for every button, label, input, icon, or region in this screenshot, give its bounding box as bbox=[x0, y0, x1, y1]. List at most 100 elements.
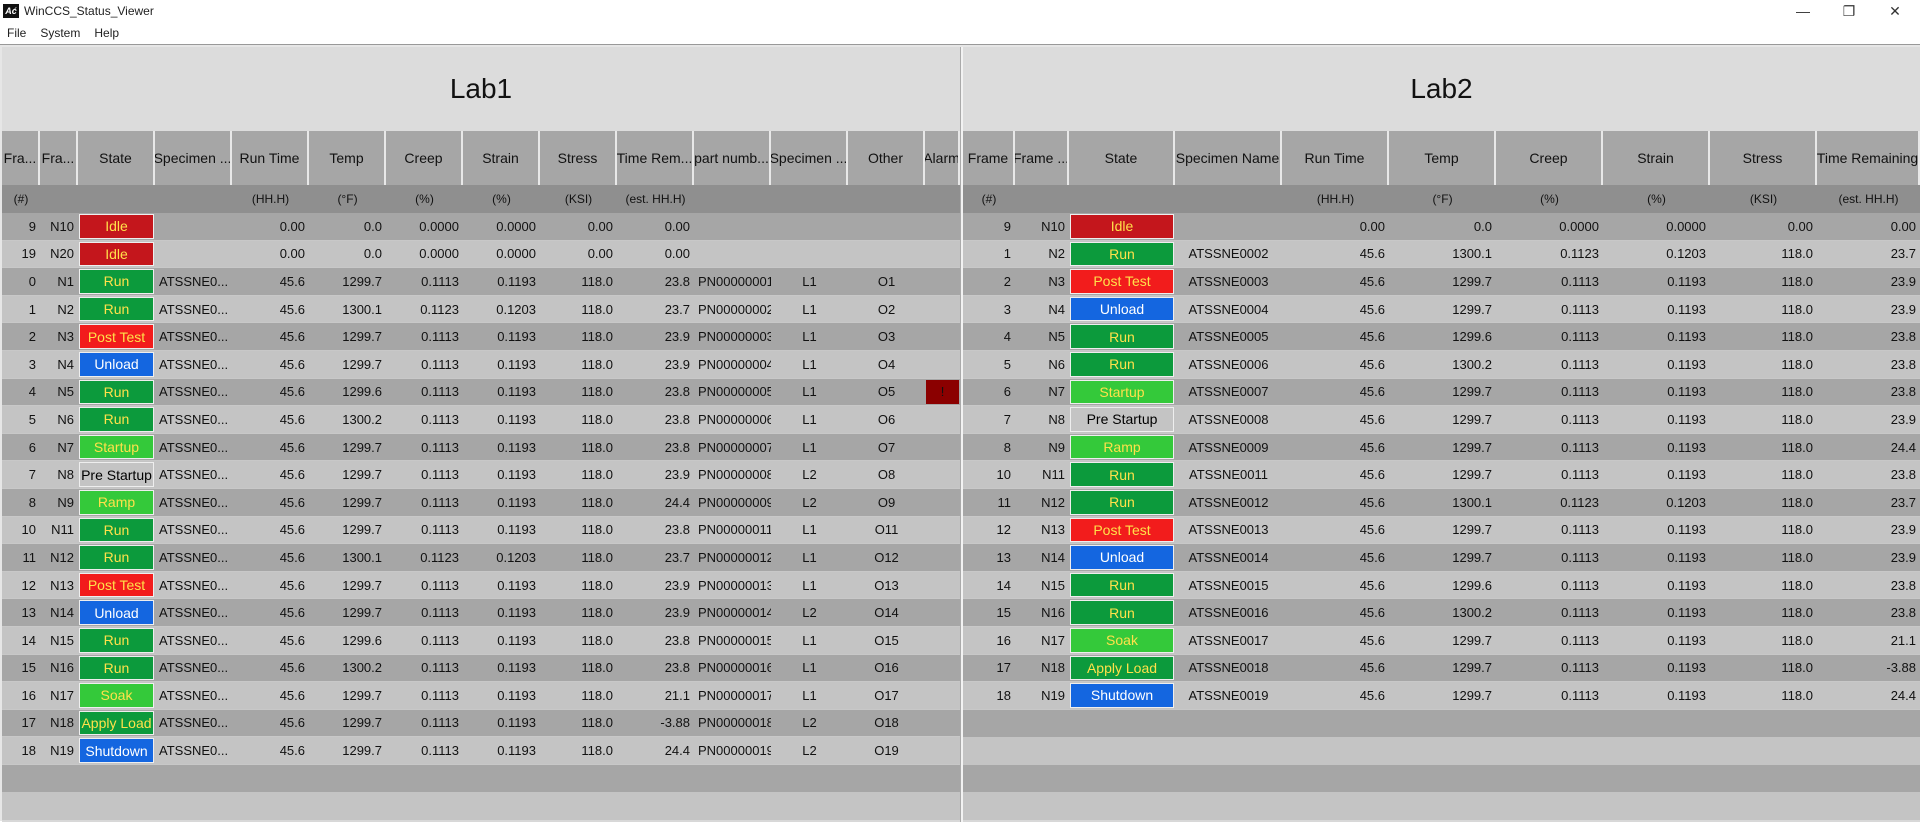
lab1-column-header[interactable]: Alarm bbox=[925, 131, 960, 185]
lab1-column-header[interactable]: Other bbox=[848, 131, 925, 185]
table-cell: ATSSNE0... bbox=[159, 411, 229, 427]
table-cell: 118.0 bbox=[1781, 301, 1813, 317]
lab1-column-header[interactable]: Specimen ... bbox=[771, 131, 848, 185]
alarm-cell bbox=[925, 489, 960, 516]
table-cell: L1 bbox=[802, 411, 817, 427]
lab1-column-header[interactable]: Fra... bbox=[40, 131, 78, 185]
lab1-table-row[interactable]: 5 N6 Run ATSSNE0... 45.6 1300.2 0.1113 0.1193 11… bbox=[2, 406, 960, 434]
lab2-table-row[interactable]: 4 N5 Run ATSSNE0005 45.6 1299.6 0.1113 0.1193 11… bbox=[963, 323, 1920, 351]
lab1-table-row[interactable]: 18 N19 Shutdown ATSSNE0... 45.6 1299.7 0.1113 0… bbox=[2, 737, 960, 765]
lab2-table-row[interactable]: 1 N2 Run ATSSNE0002 45.6 1300.1 0.1123 0.1203 11… bbox=[963, 240, 1920, 269]
table-cell: 1299.7 bbox=[342, 467, 382, 483]
lab1-column-header[interactable]: Temp bbox=[309, 131, 386, 185]
lab2-table-row[interactable]: 11 N12 Run ATSSNE0012 45.6 1300.1 0.1123 0.1203… bbox=[963, 488, 1920, 517]
table-cell: PN00000006 bbox=[698, 411, 771, 427]
lab1-column-header[interactable]: Time Rem... bbox=[617, 131, 694, 185]
lab2-column-header[interactable]: Time Remaining bbox=[1817, 131, 1920, 185]
table-cell: 45.6 bbox=[279, 384, 305, 400]
lab1-table-row[interactable]: 11 N12 Run ATSSNE0... 45.6 1300.1 0.1123 0.1203… bbox=[2, 544, 960, 572]
table-cell: O19 bbox=[874, 743, 899, 759]
lab1-column-header[interactable]: part numb... bbox=[694, 131, 771, 185]
lab2-table-row[interactable]: 9 N10 Idle 0.00 0.0 0.0000 0.0000 0.00 0.00 bbox=[963, 213, 1920, 241]
restore-button[interactable]: ❐ bbox=[1842, 2, 1856, 19]
lab2-table-row[interactable]: 10 N11 Run ATSSNE0011 45.6 1299.7 0.1113 0.1193… bbox=[963, 461, 1920, 489]
lab2-column-header[interactable]: Temp bbox=[1389, 131, 1496, 185]
lab2-table-row[interactable]: 14 N15 Run ATSSNE0015 45.6 1299.6 0.1113 0.1193… bbox=[963, 571, 1920, 600]
state-cell: Apply Load bbox=[78, 710, 155, 737]
lab2-column-header[interactable]: Frame bbox=[963, 131, 1015, 185]
table-cell: 7 bbox=[1003, 411, 1011, 427]
lab1-table-row[interactable]: 1 N2 Run ATSSNE0... 45.6 1300.1 0.1123 0.1203 11… bbox=[2, 295, 960, 324]
lab1-table-row[interactable]: 8 N9 Ramp ATSSNE0... 45.6 1299.7 0.1113 0.1193 1… bbox=[2, 488, 960, 517]
state-cell: Run bbox=[78, 627, 155, 654]
lab1-table-row[interactable]: 7 N8 Pre Startup ATSSNE0... 45.6 1299.7 0.1113… bbox=[2, 461, 960, 489]
lab2-column-header[interactable]: Specimen Name bbox=[1175, 131, 1282, 185]
table-cell: 1299.7 bbox=[1452, 632, 1492, 648]
lab2-table-row[interactable]: 8 N9 Ramp ATSSNE0009 45.6 1299.7 0.1113 0.1193 1… bbox=[963, 433, 1920, 462]
menu-file[interactable]: File bbox=[7, 26, 27, 40]
state-badge: Run bbox=[1070, 462, 1174, 487]
lab2-table-row[interactable]: 7 N8 Pre Startup ATSSNE0008 45.6 1299.7 0.1113… bbox=[963, 406, 1920, 434]
lab2-table-row[interactable]: 17 N18 Apply Load ATSSNE0018 45.6 1299.7 0.111… bbox=[963, 654, 1920, 683]
lab1-table-row[interactable]: 19 N20 Idle 0.00 0.0 0.0000 0.0000 0.00 0.00 bbox=[2, 240, 960, 269]
table-cell: 0.00 bbox=[664, 246, 690, 262]
table-cell: PN00000019 bbox=[698, 743, 771, 759]
lab1-column-header[interactable]: Fra... bbox=[2, 131, 40, 185]
lab1-column-header[interactable]: Specimen ... bbox=[155, 131, 232, 185]
table-cell: 0.1123 bbox=[1560, 246, 1599, 262]
lab2-table-row[interactable]: 3 N4 Unload ATSSNE0004 45.6 1299.7 0.1113 0.119… bbox=[963, 295, 1920, 324]
lab1-table-row[interactable]: 15 N16 Run ATSSNE0... 45.6 1300.2 0.1113 0.1193… bbox=[2, 654, 960, 683]
lab2-table-row[interactable]: 13 N14 Unload ATSSNE0014 45.6 1299.7 0.1113 0.1… bbox=[963, 544, 1920, 572]
lab2-column-header[interactable]: Run Time bbox=[1282, 131, 1389, 185]
table-cell: O13 bbox=[874, 577, 899, 593]
lab2-column-header[interactable]: State bbox=[1069, 131, 1175, 185]
lab2-table-row[interactable]: 5 N6 Run ATSSNE0006 45.6 1300.2 0.1113 0.1193 11… bbox=[963, 350, 1920, 379]
lab1-table-row[interactable]: 13 N14 Unload ATSSNE0... 45.6 1299.7 0.1113 0.1… bbox=[2, 599, 960, 627]
lab2-table-row[interactable]: 6 N7 Startup ATSSNE0007 45.6 1299.7 0.1113 0.11… bbox=[963, 378, 1920, 407]
lab1-column-header[interactable]: Creep bbox=[386, 131, 463, 185]
lab2-column-header[interactable]: Frame ... bbox=[1015, 131, 1069, 185]
lab1-table-row[interactable]: 10 N11 Run ATSSNE0... 45.6 1299.7 0.1113 0.1193… bbox=[2, 516, 960, 545]
table-cell: 118.0 bbox=[1781, 356, 1813, 372]
state-cell: Ramp bbox=[78, 489, 155, 516]
table-cell: L1 bbox=[802, 577, 817, 593]
lab2-table-row[interactable]: 15 N16 Run ATSSNE0016 45.6 1300.2 0.1113 0.1193… bbox=[963, 599, 1920, 627]
lab1-table-row[interactable]: 14 N15 Run ATSSNE0... 45.6 1299.6 0.1113 0.1193… bbox=[2, 626, 960, 655]
table-cell: 23.8 bbox=[1890, 384, 1916, 400]
lab2-unit-label: (HH.H) bbox=[1316, 192, 1355, 206]
table-cell: O2 bbox=[877, 301, 896, 317]
lab1-table-row[interactable]: 6 N7 Startup ATSSNE0... 45.6 1299.7 0.1113 0.11… bbox=[2, 433, 960, 462]
table-cell: 1299.7 bbox=[342, 687, 382, 703]
lab1-table-row[interactable]: 12 N13 Post Test ATSSNE0... 45.6 1299.7 0.1113… bbox=[2, 571, 960, 600]
table-cell: 45.6 bbox=[1359, 273, 1385, 289]
close-button[interactable]: ✕ bbox=[1889, 2, 1901, 19]
lab1-table-row[interactable]: 2 N3 Post Test ATSSNE0... 45.6 1299.7 0.1113 0.… bbox=[2, 323, 960, 351]
lab1-table-row[interactable]: 3 N4 Unload ATSSNE0... 45.6 1299.7 0.1113 0.119… bbox=[2, 350, 960, 379]
lab2-column-header[interactable]: Stress bbox=[1710, 131, 1817, 185]
lab2-table-row[interactable]: 16 N17 Soak ATSSNE0017 45.6 1299.7 0.1113 0.119… bbox=[963, 626, 1920, 655]
menu-system[interactable]: System bbox=[40, 26, 81, 40]
lab1-table-row[interactable]: 9 N10 Idle 0.00 0.0 0.0000 0.0000 0.00 0.00 bbox=[2, 213, 960, 241]
panel-splitter[interactable] bbox=[960, 47, 963, 822]
lab1-table-row[interactable]: 17 N18 Apply Load ATSSNE0... 45.6 1299.7 0.111… bbox=[2, 709, 960, 738]
lab2-column-header[interactable]: Strain bbox=[1603, 131, 1710, 185]
table-cell: 118.0 bbox=[1781, 605, 1813, 621]
minimize-button[interactable]: — bbox=[1796, 3, 1810, 19]
menu-help[interactable]: Help bbox=[94, 26, 120, 40]
lab1-column-header[interactable]: Stress bbox=[540, 131, 617, 185]
table-cell: N16 bbox=[50, 660, 74, 676]
lab1-column-header[interactable]: State bbox=[78, 131, 155, 185]
table-cell: 23.8 bbox=[664, 439, 690, 455]
lab2-column-header[interactable]: Creep bbox=[1496, 131, 1603, 185]
lab2-table-row[interactable]: 18 N19 Shutdown ATSSNE0019 45.6 1299.7 0.1113 0… bbox=[963, 682, 1920, 710]
lab1-column-header[interactable]: Strain bbox=[463, 131, 540, 185]
lab2-table-row[interactable]: 12 N13 Post Test ATSSNE0013 45.6 1299.7 0.1113… bbox=[963, 516, 1920, 545]
lab1-column-header[interactable]: Run Time bbox=[232, 131, 309, 185]
table-cell: 0.1193 bbox=[1667, 356, 1706, 372]
table-cell: 1299.7 bbox=[342, 356, 382, 372]
lab1-table-row[interactable]: 4 N5 Run ATSSNE0... 45.6 1299.6 0.1113 0.1193 11… bbox=[2, 378, 960, 407]
lab2-table-row[interactable]: 2 N3 Post Test ATSSNE0003 45.6 1299.7 0.1113 0.… bbox=[963, 268, 1920, 296]
lab1-table-row[interactable]: 0 N1 Run ATSSNE0... 45.6 1299.7 0.1113 0.1193 11… bbox=[2, 268, 960, 296]
lab1-table-row[interactable]: 16 N17 Soak ATSSNE0... 45.6 1299.7 0.1113 0.119… bbox=[2, 682, 960, 710]
alarm-cell bbox=[925, 710, 960, 737]
